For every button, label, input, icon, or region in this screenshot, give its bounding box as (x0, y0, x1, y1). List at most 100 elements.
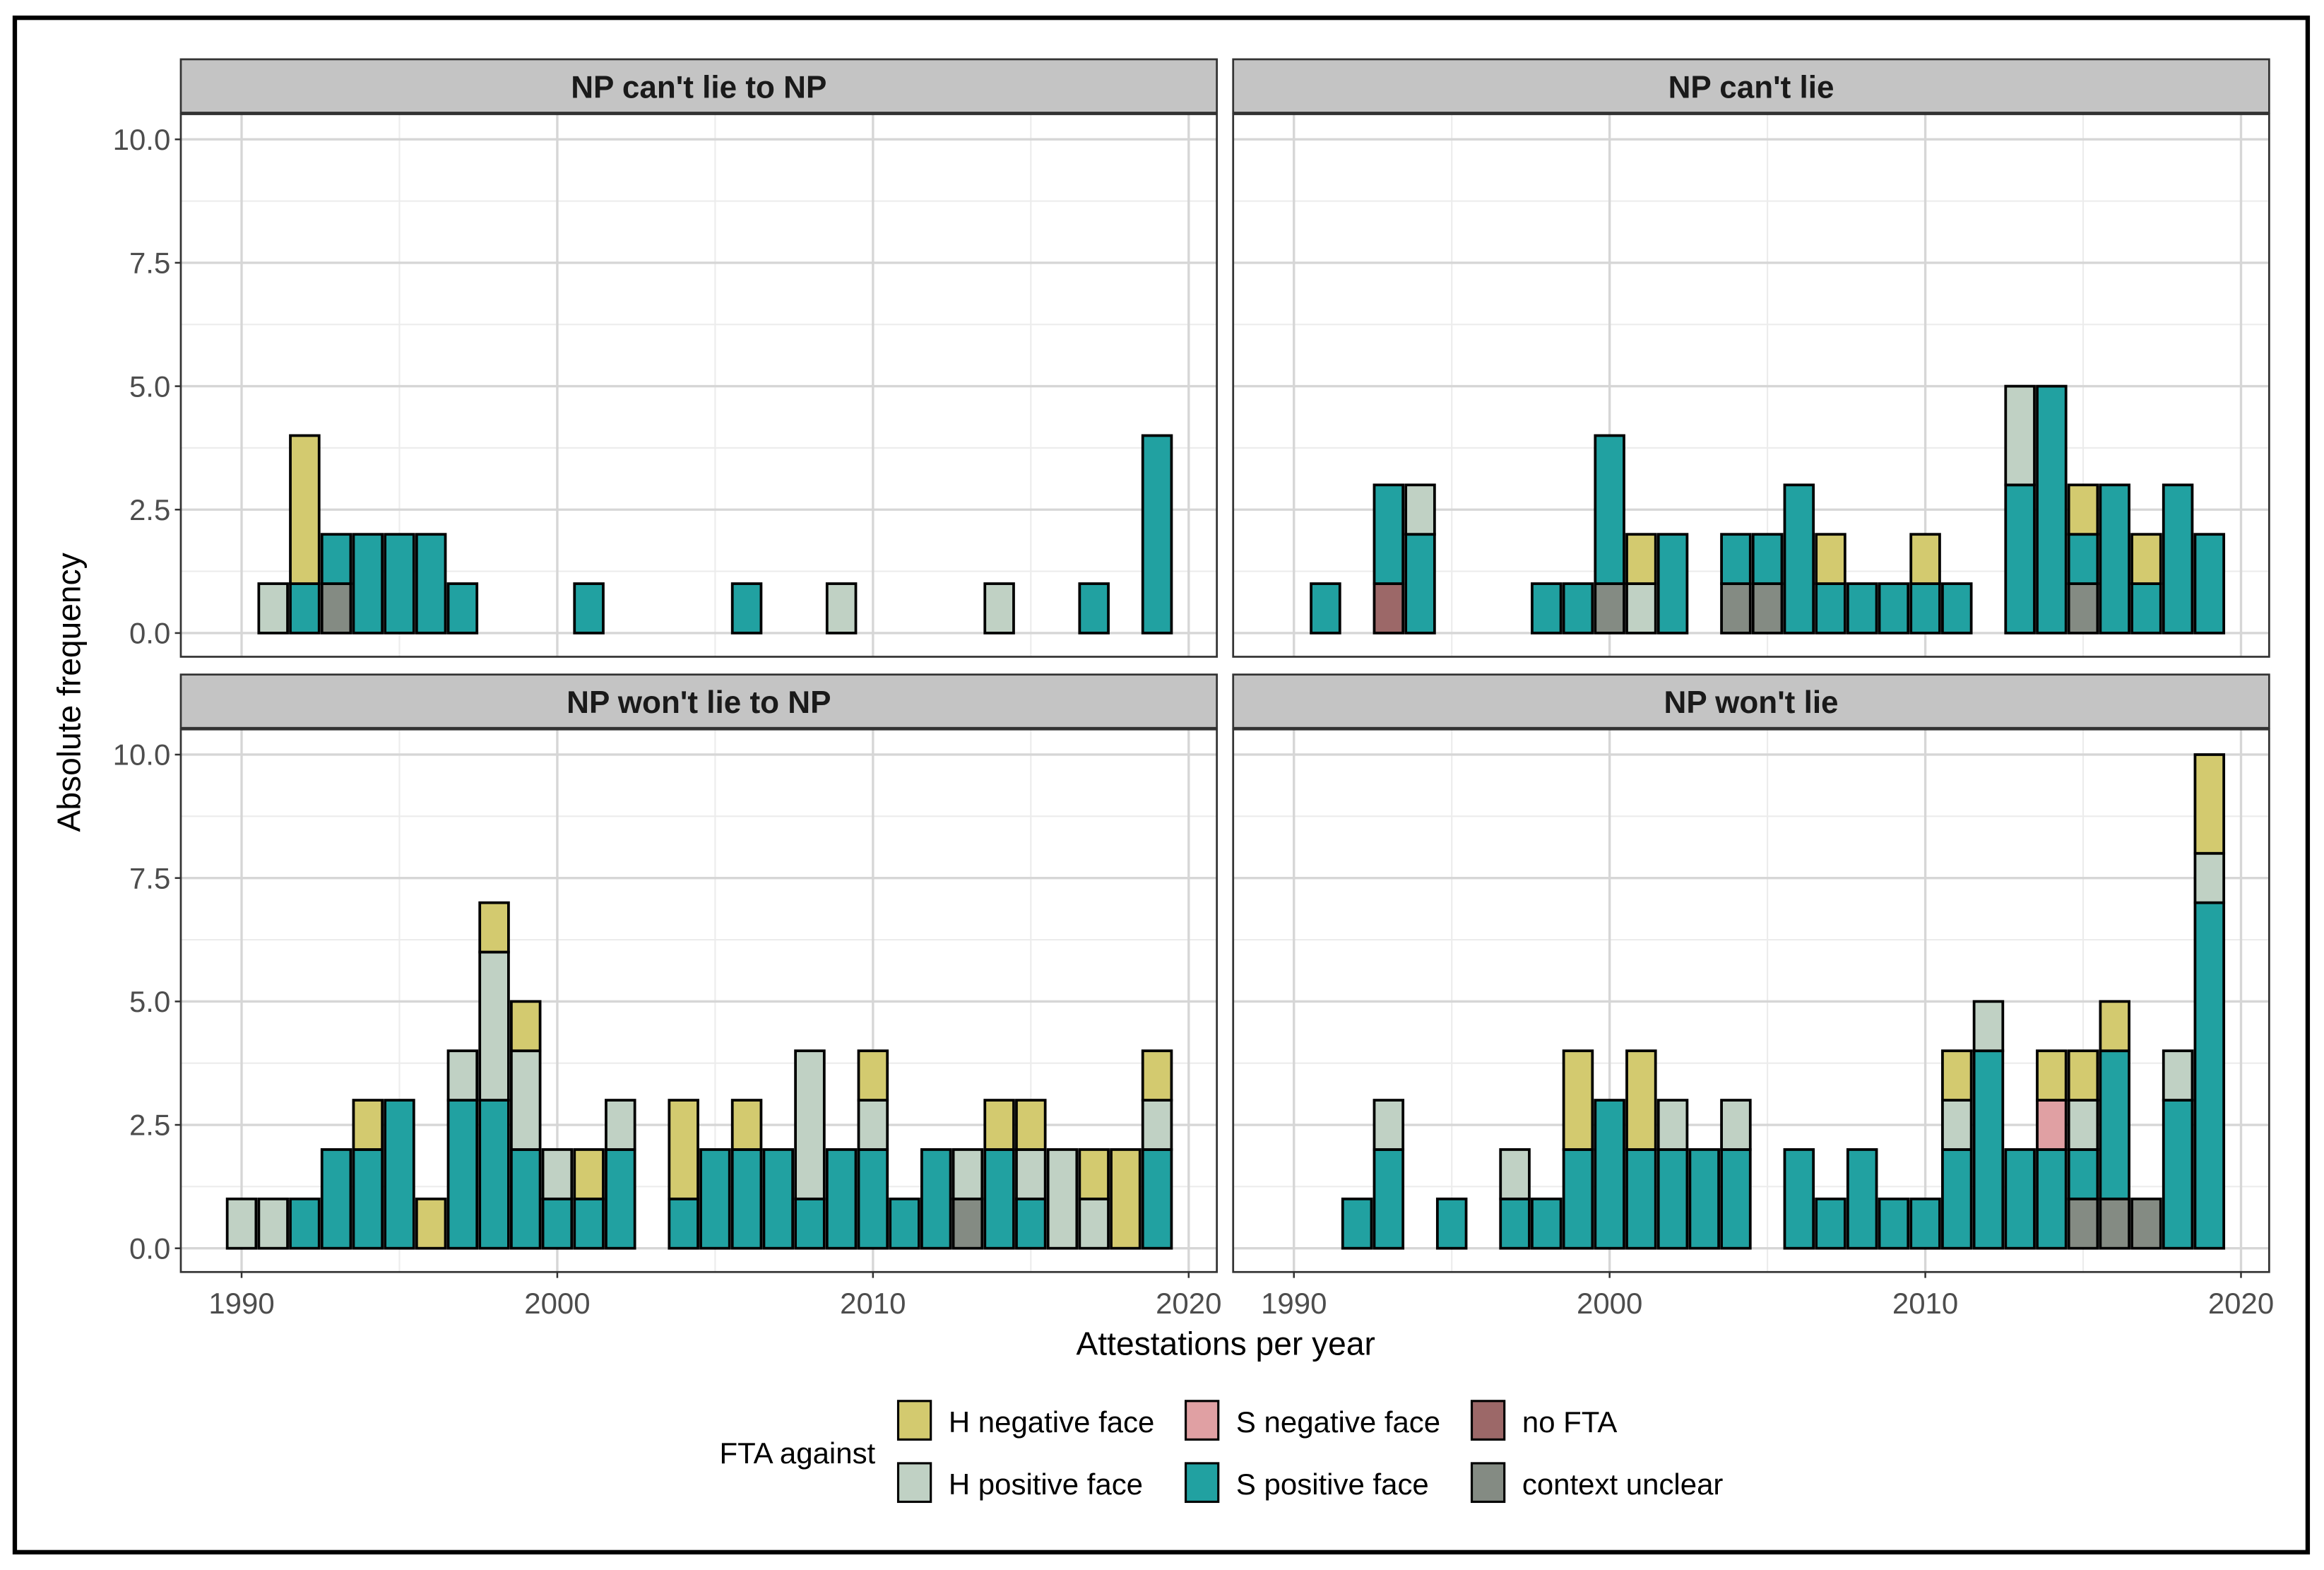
facet-title: NP can't lie to NP (571, 70, 826, 105)
bar-segment (699, 1148, 731, 1250)
bar-segment (289, 582, 321, 635)
x-tick-label: 2020 (1156, 1287, 1221, 1320)
bar-segment (320, 582, 352, 635)
bar-segment (1815, 533, 1846, 585)
bar-segment (257, 1197, 289, 1250)
y-tick-label: 5.0 (129, 985, 170, 1018)
legend-item: S negative face (1184, 1400, 1440, 1441)
bar-segment (541, 1197, 574, 1250)
bar-segment (1594, 582, 1625, 635)
facet-panel: NP won't lie 1990 2000 2010 2020 (1232, 673, 2274, 1320)
bar-segment (478, 1099, 510, 1250)
bar-segment (825, 1148, 858, 1250)
bar-segment (2036, 1049, 2068, 1102)
facet-title: NP won't lie to NP (567, 685, 831, 720)
bar-segment (951, 1148, 984, 1200)
y-axis-title: Absolute frequency (50, 553, 87, 832)
bar-segment (573, 582, 605, 635)
facet-panels: NP can't lie to NP0.02.55.07.510.0NP can… (113, 58, 2274, 1320)
bar-segment (1720, 533, 1752, 585)
bar-segment (2067, 1099, 2099, 1151)
y-tick-label: 10.0 (113, 123, 171, 156)
bar-segment (2036, 1099, 2068, 1151)
bar-segment (478, 901, 510, 954)
bar-segment (2004, 384, 2036, 487)
bar-segment (1815, 582, 1846, 635)
bar-segment (2099, 1000, 2130, 1053)
bar-segment (541, 1148, 574, 1200)
bar-segment (1941, 582, 1973, 635)
bar-segment (1625, 1148, 1657, 1250)
x-tick-label: 2020 (2208, 1287, 2274, 1320)
bar-segment (446, 1049, 479, 1102)
bar-segment (1499, 1197, 1531, 1250)
bar-segment (1078, 582, 1110, 635)
bar-segment (2193, 533, 2226, 635)
bar-segment (1878, 582, 1910, 635)
bar-segment (2130, 533, 2162, 585)
legend-swatch (1184, 1462, 1220, 1504)
facet-strip (1232, 58, 2270, 114)
bar-segment (1720, 1148, 1752, 1250)
bar-segment (1594, 1099, 1625, 1250)
bar-segment (668, 1197, 699, 1250)
bar-segment (1972, 1049, 2005, 1250)
bar-segment (605, 1148, 636, 1250)
bar-segment (857, 1049, 889, 1102)
x-tick-label: 1990 (1261, 1287, 1327, 1320)
bar-segment (2067, 1148, 2099, 1200)
bar-segment (2193, 851, 2226, 904)
bar-segment (2067, 533, 2099, 585)
bar-segment (257, 582, 289, 635)
bar-segment (1751, 533, 1784, 585)
bar-segment (730, 582, 763, 635)
bar-segment (1141, 1099, 1173, 1151)
bar-segment (446, 582, 479, 635)
legend-title: FTA against (719, 1436, 875, 1470)
bar-segment (1341, 1197, 1373, 1250)
bar-segment (1015, 1099, 1047, 1151)
bar-segment (668, 1099, 699, 1200)
legend-swatch (896, 1400, 932, 1441)
bar-segment (1625, 582, 1657, 635)
bar-segment (1015, 1148, 1047, 1200)
legend-label: H positive face (949, 1468, 1143, 1501)
bar-segment (1310, 582, 1341, 635)
bar-segment (1720, 582, 1752, 635)
bar-segment (1373, 1099, 1405, 1151)
bar-segment (2162, 1099, 2194, 1250)
bar-segment (1625, 533, 1657, 585)
x-axis-title: Attestations per year (1077, 1326, 1375, 1362)
bar-segment (794, 1197, 826, 1250)
bar-segment (1941, 1049, 1973, 1102)
bar-segment (1656, 1148, 1689, 1250)
bar-segment (225, 1197, 258, 1250)
bar-segment (1531, 582, 1563, 635)
legend-swatch (1470, 1462, 1506, 1504)
legend-item: context unclear (1470, 1462, 1723, 1504)
bar-segment (1656, 1099, 1689, 1151)
bar-segment (2193, 901, 2226, 1250)
bar-segment (730, 1148, 763, 1250)
bar-segment (2130, 582, 2162, 635)
bar-segment (2036, 384, 2068, 635)
x-tick-label: 1990 (208, 1287, 274, 1320)
bar-segment (1499, 1148, 1531, 1200)
legend-swatch (1184, 1400, 1220, 1441)
y-tick-label: 5.0 (129, 370, 170, 403)
bar-segment (1404, 533, 1436, 635)
bar-segment (1688, 1148, 1720, 1250)
bar-segment (1404, 483, 1436, 536)
bar-segment (1078, 1197, 1110, 1250)
bar-segment (1562, 1148, 1594, 1250)
bar-segment (2099, 1049, 2130, 1200)
bar-segment (1110, 1148, 1142, 1250)
legend-swatch (1470, 1400, 1506, 1441)
bar-segment (509, 1049, 542, 1151)
y-tick-label: 7.5 (129, 247, 170, 280)
bar-segment (1909, 582, 1941, 635)
bar-segment (1783, 1148, 1815, 1250)
bar-segment (1141, 1049, 1173, 1102)
legend-item: H positive face (896, 1462, 1143, 1504)
